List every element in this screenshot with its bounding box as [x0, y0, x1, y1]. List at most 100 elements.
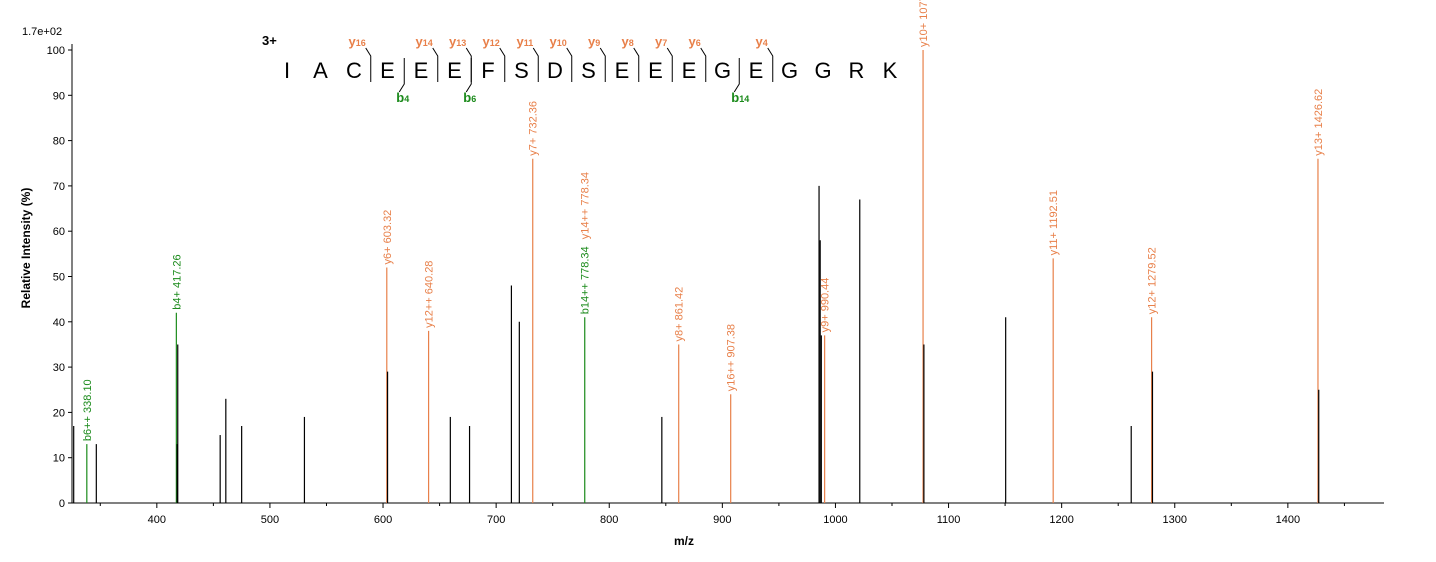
b-ion-number: 4 [404, 94, 409, 104]
b-ion-marker: b4 [396, 90, 409, 105]
y-tick-label: 80 [53, 136, 65, 148]
y-ion-bracket [599, 47, 606, 82]
sequence-residue: E [648, 58, 663, 83]
sequence-residue: E [380, 58, 395, 83]
y-tick-label: 70 [53, 181, 65, 193]
y-ion-number: 14 [423, 38, 433, 48]
sequence-residue: E [615, 58, 630, 83]
y-ion-bracket [767, 47, 774, 82]
x-tick-label: 500 [261, 514, 279, 526]
peaks [73, 50, 1320, 503]
x-tick-label: 1400 [1276, 514, 1300, 526]
x-tick-label: 1000 [823, 514, 847, 526]
y-ion-number: 16 [356, 38, 366, 48]
peak-label-y: y16++ 907.38 [726, 324, 738, 391]
x-tick-label: 1200 [1049, 514, 1073, 526]
peak-labels: b6++ 338.10 b4+ 417.26 y6+ 603.32 y12++ 640… [82, 0, 1325, 441]
sequence-residue: S [514, 58, 529, 83]
peak-label-y: y7+ 732.36 [528, 101, 540, 156]
peak-label-y: y12+ 1279.52 [1147, 247, 1159, 314]
max-intensity-label: 1.7e+02 [22, 26, 62, 38]
y-ion-bracket [633, 47, 640, 82]
sequence-residue: F [481, 58, 494, 83]
sequence-residue: I [284, 58, 290, 83]
peak-label-b: b6++ 338.10 [82, 379, 94, 441]
peak-label-y: y8+ 861.42 [674, 287, 686, 342]
peak-label-y: y10+ 1077.46 [918, 0, 930, 47]
y-tick-label: 0 [59, 498, 65, 510]
y-ion-bracket [566, 47, 573, 82]
b-ion-number: 14 [739, 94, 749, 104]
y-ion-bracket [532, 47, 539, 82]
y-ion-bracket [465, 47, 472, 82]
b-ion-marker: b14 [731, 90, 749, 105]
y-ion-marker: y9 [588, 34, 600, 49]
sequence-residue: R [849, 58, 865, 83]
y-ion-bracket [365, 47, 372, 82]
peak-label-y: y11+ 1192.51 [1048, 190, 1060, 255]
y-axis-title: Relative Intensity (%) [19, 188, 33, 309]
sequence-residue: C [346, 58, 362, 83]
y-tick-label: 20 [53, 407, 65, 419]
y-ion-number: 12 [490, 38, 500, 48]
sequence-residue: E [749, 58, 764, 83]
y-ion-number: 11 [524, 38, 534, 48]
charge-state: 3+ [262, 33, 277, 48]
y-tick-label: 40 [53, 317, 65, 329]
sequence-residue: G [781, 58, 798, 83]
y-tick-label: 30 [53, 362, 65, 374]
y-tick-label: 100 [47, 45, 65, 57]
b-ion-bracket [733, 58, 740, 93]
y-ion-number: 10 [557, 38, 567, 48]
y-ion-bracket [666, 47, 673, 82]
y-ion-number: 8 [629, 38, 634, 48]
y-ion-marker: y13 [449, 34, 466, 49]
peak-label-y: y13+ 1426.62 [1313, 89, 1325, 156]
peak-label-y: y6+ 603.32 [382, 210, 394, 265]
y-tick-label: 10 [53, 453, 65, 465]
y-ion-marker: y12 [483, 34, 500, 49]
peak-label-y: y9+ 990.44 [820, 278, 832, 333]
y-tick-label: 50 [53, 272, 65, 284]
x-tick-label: 700 [487, 514, 505, 526]
sequence-residue: E [414, 58, 429, 83]
y-ion-number: 9 [595, 38, 600, 48]
b-ion-bracket [398, 58, 405, 93]
sequence-residue: S [581, 58, 596, 83]
x-tick-label: 600 [374, 514, 392, 526]
sequence-residue: D [547, 58, 563, 83]
b-ion-bracket [465, 58, 472, 93]
y-ion-number: 13 [456, 38, 466, 48]
x-tick-label: 800 [600, 514, 618, 526]
peak-label-b: b14++ 778.34 [580, 246, 592, 314]
x-tick-label: 900 [713, 514, 731, 526]
y-ion-number: 6 [696, 38, 701, 48]
y-ion-bracket [700, 47, 707, 82]
y-ion-marker: y14 [416, 34, 433, 49]
b-ion-number: 6 [471, 94, 476, 104]
peak-label-y: y14++ 778.34 [580, 172, 592, 239]
y-ion-marker: y7 [655, 34, 667, 49]
y-ion-marker: y10 [550, 34, 567, 49]
y-tick-label: 90 [53, 90, 65, 102]
x-tick-label: 1300 [1163, 514, 1187, 526]
peak-label-b: b4+ 417.26 [171, 254, 183, 309]
y-ion-number: 4 [763, 38, 768, 48]
y-ion-marker: y4 [756, 34, 768, 49]
y-ion-marker: y6 [689, 34, 701, 49]
y-ion-number: 7 [662, 38, 667, 48]
y-ion-marker: y11 [517, 34, 534, 49]
y-ion-marker: y16 [349, 34, 366, 49]
x-tick-label: 400 [148, 514, 166, 526]
sequence-residue: E [447, 58, 462, 83]
y-ion-bracket [432, 47, 439, 82]
sequence-residue: E [682, 58, 697, 83]
sequence-residue: G [714, 58, 731, 83]
x-axis-title: m/z [674, 534, 694, 548]
y-ion-bracket [499, 47, 506, 82]
sequence-residue: G [814, 58, 831, 83]
b-ion-marker: b6 [463, 90, 476, 105]
y-tick-label: 60 [53, 226, 65, 238]
